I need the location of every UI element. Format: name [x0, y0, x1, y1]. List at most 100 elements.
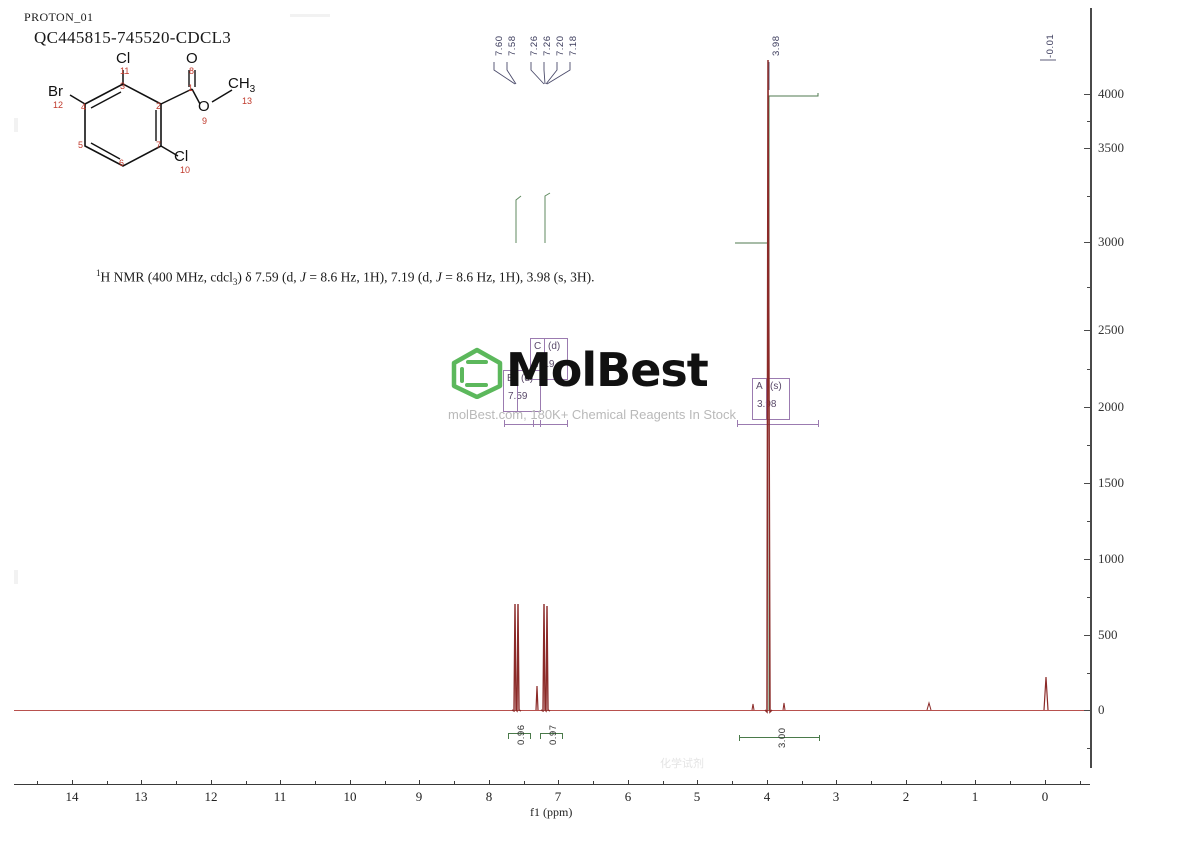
x-tick-11: [280, 780, 281, 785]
x-label-4: 4: [763, 789, 771, 804]
x-tick-5: [697, 780, 698, 785]
scan-artifact-3: [290, 14, 330, 17]
atom-number-10: 10: [180, 165, 191, 175]
x-tick-2: [906, 780, 907, 785]
x-tick-12: [211, 780, 212, 785]
nmr-j-1: J: [299, 269, 306, 285]
multiplet-a-range-tick-right: [818, 420, 819, 427]
watermark-brand: MolBest: [506, 343, 709, 397]
atom-label-o-9: O: [198, 98, 210, 115]
multiplet-a-range-tick-left: [737, 420, 738, 427]
y-tick-minor-2750: [1087, 287, 1092, 288]
multiplet-c-range-tick-left: [533, 420, 534, 427]
x-tick-minor-05: [1010, 781, 1011, 784]
x-tick-14: [72, 780, 73, 785]
molbest-hexagon-logo-icon: [451, 347, 503, 399]
multiplet-b-divider: [517, 370, 518, 412]
spectrum-baseline: [14, 710, 1090, 711]
experiment-name: PROTON_01: [24, 10, 94, 24]
watermark-faint-text: 化学试剂: [660, 758, 704, 770]
nmr-solvent-sub: 3: [232, 277, 238, 288]
atom-label-ch3-13: CH3: [228, 75, 256, 95]
y-label-500: 500: [1098, 627, 1118, 642]
multiplet-c-divider: [544, 338, 545, 380]
multiplet-a-id: A: [756, 381, 763, 392]
x-tick-3: [836, 780, 837, 785]
y-tick-minor-neg: [1087, 748, 1092, 749]
x-label-2: 2: [902, 789, 910, 804]
y-label-1500: 1500: [1098, 475, 1124, 490]
x-tick-minor-35: [802, 781, 803, 784]
integral-b-tick-left: [508, 733, 509, 739]
integral-c-bar: [540, 733, 562, 734]
y-tick-0: [1084, 710, 1092, 711]
multiplet-b-id: B: [507, 373, 514, 384]
nmr-body-1: ) δ 7.59 (d,: [237, 269, 300, 285]
x-tick-minor-15: [941, 781, 942, 784]
x-tick-10: [350, 780, 351, 785]
multiplet-a-divider: [766, 378, 767, 420]
x-tick-minor-55: [663, 781, 664, 784]
x-tick-0: [1045, 780, 1046, 785]
x-tick-13: [141, 780, 142, 785]
x-tick-minor-85: [454, 781, 455, 784]
integral-a-tick-left: [739, 735, 740, 741]
integral-b-tick-right: [530, 733, 531, 739]
x-tick-minor-neg05: [1080, 781, 1081, 784]
x-tick-4: [767, 780, 768, 785]
x-label-8: 8: [485, 789, 493, 804]
integral-a-bar: [739, 737, 819, 738]
integral-c-value: 0.97: [548, 724, 559, 746]
x-axis-line: [14, 784, 1090, 785]
x-label-9: 9: [415, 789, 423, 804]
atom-number-9: 9: [202, 116, 208, 126]
multiplet-b-range-tick-right: [540, 420, 541, 427]
peak-leader-lines: [493, 59, 1056, 90]
y-label-4000: 4000: [1098, 86, 1124, 101]
x-tick-minor-105: [315, 781, 316, 784]
nmr-body-3: = 8.6 Hz, 1H), 3.98 (s, 3H).: [441, 269, 595, 285]
nmr-prefix: H NMR (400 MHz, cdcl: [100, 269, 233, 285]
x-tick-minor-125: [176, 781, 177, 784]
y-tick-minor-750: [1087, 597, 1092, 598]
y-tick-minor-1750: [1087, 445, 1092, 446]
ring-number-3: 3: [120, 81, 126, 91]
y-tick-2000: [1084, 407, 1092, 408]
ring-number-4: 4: [81, 102, 87, 112]
integral-b-bar: [508, 733, 530, 734]
x-tick-minor-95: [385, 781, 386, 784]
y-tick-minor-250: [1087, 673, 1092, 674]
ring-number-6: 6: [119, 158, 125, 168]
x-label-14: 14: [65, 789, 79, 804]
y-tick-2500: [1084, 330, 1092, 331]
x-tick-1: [975, 780, 976, 785]
integral-b-value: 0.96: [516, 724, 527, 746]
watermark-tagline: molBest.com, 180K+ Chemical Reagents In …: [448, 407, 736, 422]
y-label-1000: 1000: [1098, 551, 1124, 566]
y-label-2000: 2000: [1098, 399, 1124, 414]
y-label-0: 0: [1098, 702, 1105, 717]
atom-number-8: 8: [189, 66, 195, 76]
x-tick-minor-145: [37, 781, 38, 784]
integral-c-tick-left: [540, 733, 541, 739]
ring-number-5: 5: [78, 140, 84, 150]
multiplet-b-range-bar: [504, 424, 540, 425]
multiplet-c-id: C: [534, 341, 542, 352]
y-tick-4000: [1084, 94, 1092, 95]
atom-number-13: 13: [242, 96, 253, 106]
chemical-structure-diagram: Cl 11 O 8 CH3 13 Br 12 O 9 Cl 10 1 2 3 4…: [20, 48, 270, 188]
multiplet-a-shape: (s): [770, 381, 782, 392]
multiplet-b-shape: (d): [521, 373, 534, 384]
x-tick-minor-65: [593, 781, 594, 784]
watermark: MolBest molBest.com, 180K+ Chemical Reag…: [448, 343, 748, 422]
x-label-1: 1: [971, 789, 979, 804]
y-tick-minor-3750: [1087, 121, 1092, 122]
y-tick-minor-1250: [1087, 521, 1092, 522]
atom-label-cl-11: Cl: [116, 50, 131, 67]
integral-a-value: 3.00: [777, 727, 788, 749]
scan-artifact-2: [14, 570, 18, 584]
y-tick-1000: [1084, 559, 1092, 560]
multiplet-b-range-tick-left: [504, 420, 505, 427]
nmr-body-2: = 8.6 Hz, 1H), 7.19 (d,: [305, 269, 436, 285]
x-label-12: 12: [204, 789, 218, 804]
